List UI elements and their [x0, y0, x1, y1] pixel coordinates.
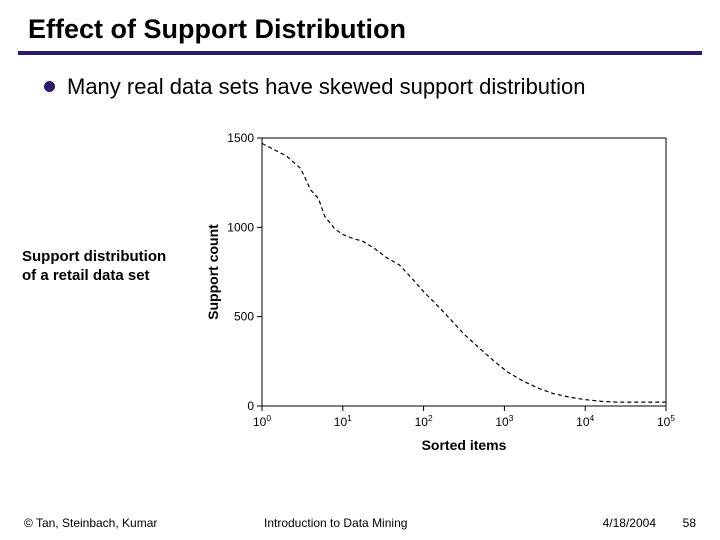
slide-title: Effect of Support Distribution — [0, 0, 720, 51]
svg-text:0: 0 — [247, 399, 254, 413]
svg-text:Sorted items: Sorted items — [422, 437, 507, 453]
footer-page: 58 — [656, 516, 696, 530]
bullet-row: Many real data sets have skewed support … — [0, 55, 720, 101]
svg-text:1500: 1500 — [227, 131, 254, 145]
footer-copyright: © Tan, Steinbach, Kumar — [24, 516, 234, 530]
chart-caption: Support distribution of a retail data se… — [22, 248, 182, 286]
svg-text:104: 104 — [576, 413, 594, 429]
svg-text:101: 101 — [334, 413, 352, 429]
svg-text:102: 102 — [415, 413, 433, 429]
svg-text:103: 103 — [495, 413, 513, 429]
bullet-text: Many real data sets have skewed support … — [67, 73, 586, 101]
svg-text:100: 100 — [253, 413, 271, 429]
svg-text:105: 105 — [657, 413, 675, 429]
bullet-dot — [44, 81, 55, 92]
support-chart: 0 500 1000 1500 100 101 102 103 104 105 Sorted ite… — [200, 122, 680, 462]
svg-text:500: 500 — [234, 310, 254, 324]
footer: © Tan, Steinbach, Kumar Introduction to … — [0, 516, 720, 530]
svg-text:1000: 1000 — [227, 220, 254, 234]
svg-text:Support count: Support count — [205, 224, 221, 320]
footer-center: Introduction to Data Mining — [234, 516, 516, 530]
footer-date: 4/18/2004 — [516, 516, 656, 530]
